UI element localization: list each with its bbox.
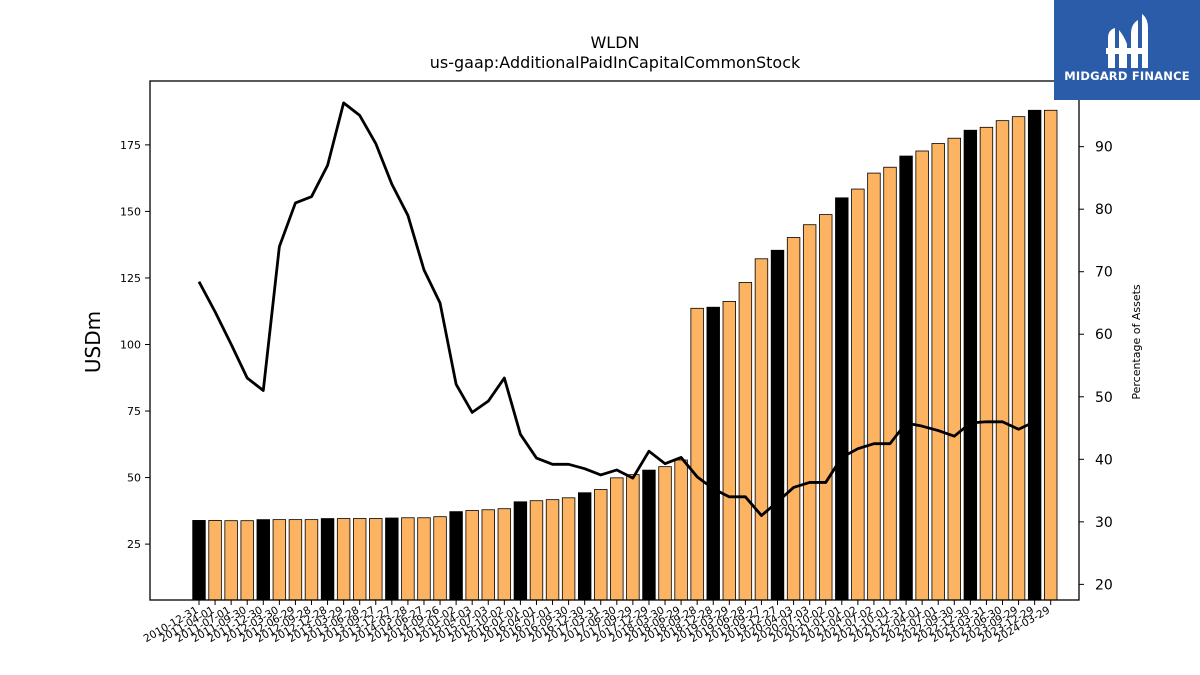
bar <box>883 166 897 601</box>
bar <box>835 197 849 601</box>
bar <box>577 492 592 601</box>
bar <box>610 477 624 601</box>
bar <box>1044 109 1058 601</box>
bar <box>561 497 576 601</box>
y-right-tick-label: 90 <box>1095 140 1113 156</box>
y-tick-label: 25 <box>127 538 141 551</box>
bar <box>915 150 929 601</box>
right-axis: 20 30 40 50 60 70 80 90 <box>1079 140 1113 593</box>
brand-logo: MIDGARD FINANCE <box>1054 0 1200 100</box>
bar <box>867 172 881 601</box>
percentage-line <box>197 101 1036 517</box>
bar <box>931 143 945 601</box>
y-tick-label: 100 <box>120 338 141 351</box>
bar <box>336 518 351 601</box>
y-right-tick-label: 60 <box>1095 327 1113 343</box>
bar <box>208 520 222 601</box>
y-tick-label: 125 <box>120 272 141 285</box>
bar <box>899 155 913 601</box>
bar <box>674 459 688 601</box>
midgard-logo-icon <box>1106 14 1148 68</box>
brand-name: MIDGARD FINANCE <box>1064 69 1190 83</box>
y-right-tick-label: 80 <box>1095 202 1113 218</box>
bar <box>352 518 367 601</box>
bar <box>1011 116 1026 601</box>
bar <box>513 501 528 601</box>
bar <box>738 282 753 601</box>
y-axis-label: USDm <box>81 311 105 373</box>
bar <box>529 500 544 601</box>
bar <box>642 469 656 601</box>
bar <box>819 214 833 601</box>
bar <box>224 520 238 601</box>
line-group <box>197 101 1036 517</box>
bar <box>497 508 512 601</box>
bar <box>465 510 479 601</box>
bar <box>770 249 785 601</box>
bar <box>802 224 817 601</box>
bar <box>401 517 415 601</box>
chart-subtitle: us-gaap:AdditionalPaidInCapitalCommonSto… <box>430 53 801 72</box>
y-tick-label: 150 <box>120 205 141 218</box>
y-right-tick-label: 30 <box>1095 515 1113 531</box>
y-tick-label: 75 <box>127 405 141 418</box>
chart-title: WLDN <box>590 33 639 52</box>
bar <box>369 518 383 601</box>
bar <box>722 300 737 601</box>
bar <box>979 126 994 601</box>
bar <box>754 258 769 601</box>
bar <box>304 519 319 601</box>
y-right-tick-label: 50 <box>1095 390 1113 406</box>
y-right-tick-label: 20 <box>1095 577 1113 593</box>
bar <box>545 499 560 601</box>
bar <box>417 517 431 601</box>
bar <box>481 509 495 601</box>
y-axis-label-right: Percentage of Assets <box>1130 284 1143 400</box>
bar <box>1027 109 1042 601</box>
bar <box>851 188 865 601</box>
bar <box>433 516 447 601</box>
bar <box>594 489 608 601</box>
y-tick-label: 175 <box>120 139 141 152</box>
bar <box>963 129 978 601</box>
bar <box>947 137 961 601</box>
y-right-tick-label: 40 <box>1095 452 1113 468</box>
bar <box>272 519 287 601</box>
y-tick-label: 50 <box>127 472 141 485</box>
bar <box>240 520 254 601</box>
bars-group <box>192 109 1058 601</box>
bar <box>995 120 1010 601</box>
bar <box>786 237 801 601</box>
bar <box>626 474 640 601</box>
bar <box>706 306 720 601</box>
bar <box>690 307 704 601</box>
bar <box>658 466 672 601</box>
bar <box>288 519 303 601</box>
bar <box>320 518 335 601</box>
left-axis: 25 50 75 100 125 150 175 <box>120 139 150 551</box>
bar <box>192 520 206 601</box>
x-axis: 2010-12-312011-04-012011-07-012011-09-30… <box>142 600 1052 645</box>
y-right-tick-label: 70 <box>1095 265 1113 281</box>
bar <box>256 519 270 601</box>
bar <box>449 511 463 601</box>
bar <box>385 517 399 601</box>
plot-frame <box>149 80 1080 601</box>
